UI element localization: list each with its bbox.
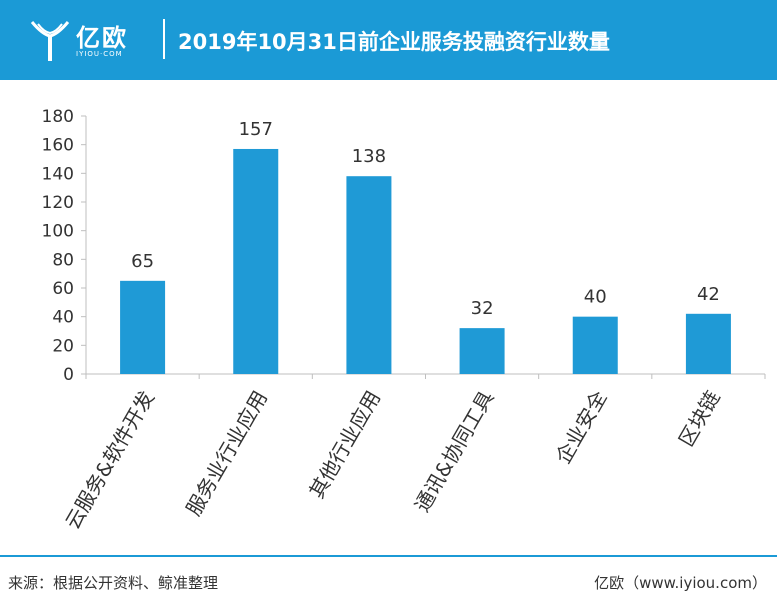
data-label-2: 157 [239, 119, 273, 140]
site-credit: 亿欧（www.iyiou.com） [594, 574, 767, 592]
category-label-3: 其他行业应用 [304, 387, 385, 503]
category-label-6: 区块链 [674, 387, 725, 451]
bar-2 [233, 148, 279, 374]
source-note: 来源：根据公开资料、鲸准整理 [8, 574, 219, 592]
brand-subtitle: IYIOU·COM [76, 50, 123, 58]
data-label-1: 65 [131, 251, 154, 272]
y-tick-label: 120 [42, 193, 74, 213]
bar-4 [459, 328, 505, 374]
bar-6 [685, 313, 731, 374]
y-tick-label: 60 [52, 279, 74, 299]
iyiou-logo-icon [30, 21, 70, 61]
bar-chart: 0 20 40 60 80 100 120 140 160 180 65 云服务&软件开发 157 服务业… [42, 107, 766, 534]
y-tick-label: 160 [42, 136, 74, 156]
bar-5 [572, 316, 618, 374]
data-label-4: 32 [471, 298, 494, 319]
category-label-2: 服务业行业应用 [181, 387, 272, 520]
bar-1 [120, 280, 166, 374]
header-bar: 亿欧 IYIOU·COM 2019年10月31日前企业服务投融资行业数量 [0, 0, 777, 80]
bar-3 [346, 176, 392, 374]
header-divider [163, 19, 165, 59]
y-tick-label: 100 [42, 222, 74, 242]
y-tick-label: 0 [63, 365, 74, 385]
category-label-1: 云服务&软件开发 [60, 387, 159, 534]
y-tick-label: 80 [52, 250, 74, 270]
y-tick-label: 20 [52, 336, 74, 356]
y-tick-label: 140 [42, 164, 74, 184]
page-title: 2019年10月31日前企业服务投融资行业数量 [178, 30, 610, 54]
y-tick-label: 40 [52, 308, 74, 328]
data-label-3: 138 [352, 146, 386, 167]
category-label-5: 企业安全 [551, 387, 612, 468]
data-label-6: 42 [697, 284, 720, 305]
brand-name: 亿欧 [76, 24, 128, 52]
footer-divider [0, 555, 777, 557]
category-label-4: 通讯&协同工具 [410, 387, 499, 516]
y-tick-label: 180 [42, 107, 74, 127]
data-label-5: 40 [584, 287, 607, 308]
